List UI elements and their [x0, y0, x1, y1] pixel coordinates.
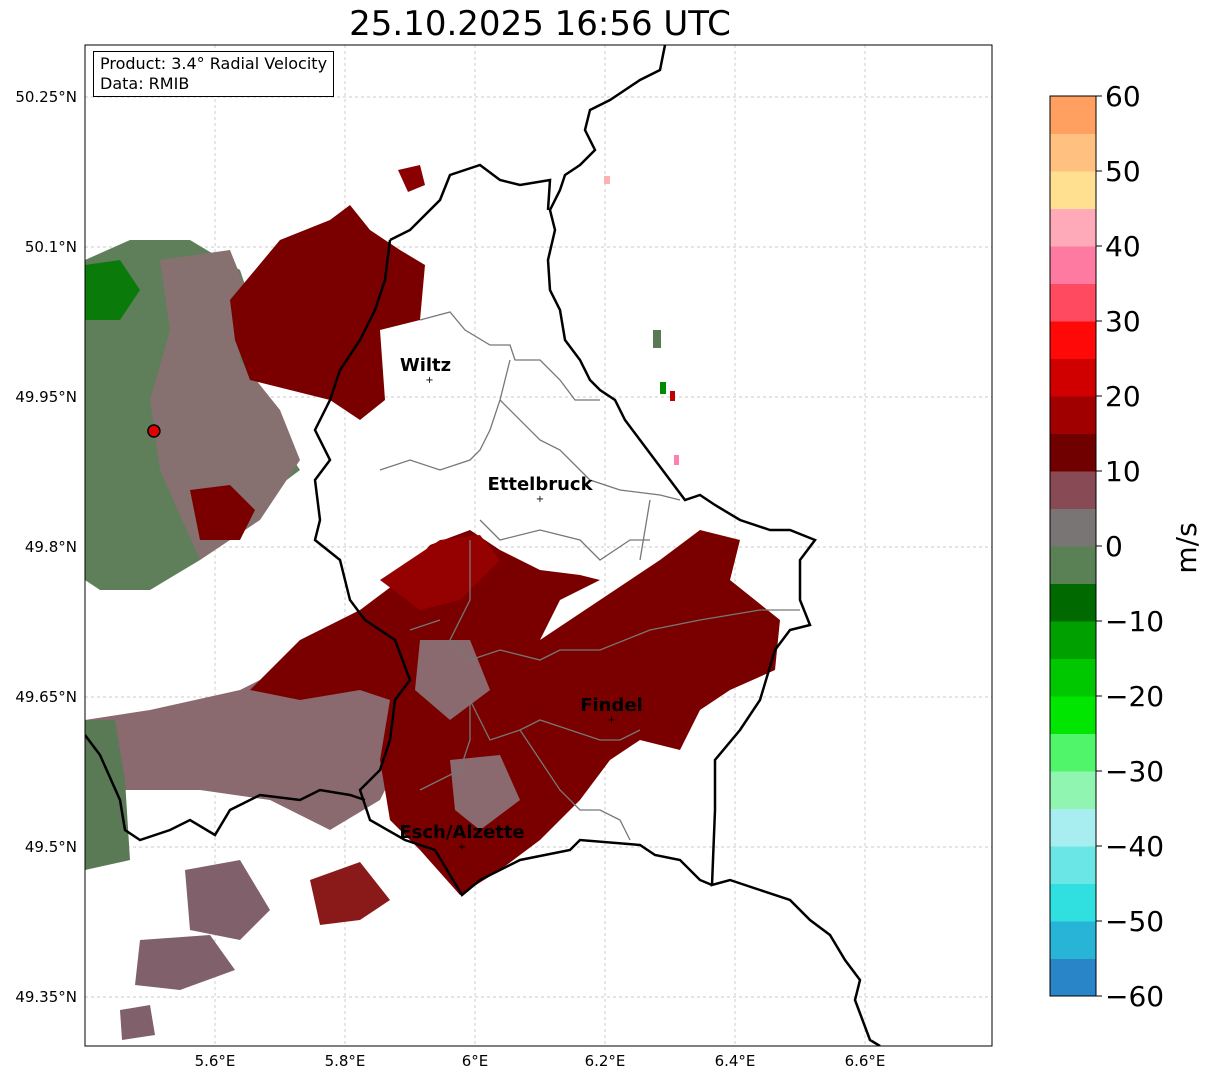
- colorbar-tick-label: −40: [1105, 830, 1164, 863]
- echo-area-green-dark: [85, 260, 140, 320]
- lat-tick-label: 49.5°N: [25, 838, 77, 856]
- colorbar-band: [1050, 921, 1096, 959]
- echo-area-red-sw: [310, 862, 390, 925]
- city-label: Esch/Alzette: [399, 822, 524, 843]
- colorbar-band: [1050, 508, 1096, 547]
- lat-tick-label: 50.1°N: [25, 238, 77, 256]
- colorbar-band: [1050, 321, 1096, 359]
- echo-area-red-main: [250, 530, 780, 895]
- city-marker: +: [607, 715, 615, 726]
- colorbar-band: [1050, 96, 1096, 134]
- city-labels: +Wiltz+Ettelbruck+Findel+Esch/Alzette: [399, 355, 642, 853]
- colorbar-tick-label: 30: [1105, 305, 1141, 338]
- lon-tick-label: 6°E: [462, 1052, 489, 1070]
- map-title: 25.10.2025 16:56 UTC: [349, 4, 731, 44]
- colorbar-band: [1050, 546, 1096, 584]
- city-label: Ettelbruck: [487, 474, 593, 495]
- lon-tick-label: 5.6°E: [195, 1052, 236, 1070]
- colorbar-band: [1050, 808, 1096, 847]
- lat-tick-label: 49.65°N: [15, 688, 77, 706]
- colorbar-band: [1050, 471, 1096, 509]
- city-label: Findel: [580, 695, 643, 716]
- colorbar-band: [1050, 621, 1096, 659]
- lon-tick-label: 6.4°E: [715, 1052, 756, 1070]
- colorbar-band: [1050, 396, 1096, 434]
- echo-speck-green2: [660, 382, 666, 394]
- colorbar-tick-label: 50: [1105, 155, 1141, 188]
- city-marker: +: [536, 494, 544, 505]
- colorbar-band: [1050, 208, 1096, 247]
- colorbar-tick-label: −30: [1105, 755, 1164, 788]
- colorbar-band: [1050, 246, 1096, 284]
- colorbar-tick-label: −10: [1105, 605, 1164, 638]
- colorbar-band: [1050, 433, 1096, 472]
- colorbar-band: [1050, 958, 1096, 997]
- colorbar-tick-label: −60: [1105, 980, 1164, 1013]
- colorbar-tick-label: 60: [1105, 80, 1141, 113]
- lon-tick-label: 6.2°E: [585, 1052, 626, 1070]
- echo-area-sw-blobs: [185, 860, 270, 940]
- echo-area-sw-blobs2: [135, 935, 235, 990]
- colorbar-band: [1050, 696, 1096, 734]
- lux-west-border: [313, 163, 713, 897]
- echo-area-grey: [150, 250, 300, 560]
- colorbar-tick-label: 0: [1105, 530, 1123, 563]
- lat-tick-label: 50.25°N: [15, 88, 77, 106]
- echo-speck-green: [653, 330, 661, 348]
- lat-tick-label: 49.35°N: [15, 988, 77, 1006]
- canton-borders: [379, 311, 800, 841]
- colorbar-band: [1050, 358, 1096, 397]
- lat-tick-label: 49.95°N: [15, 388, 77, 406]
- colorbar-tick-label: −20: [1105, 680, 1164, 713]
- echo-area-red-north: [230, 205, 425, 420]
- product-info-box: Product: 3.4° Radial Velocity Data: RMIB: [93, 51, 335, 97]
- lon-tick-label: 6.6°E: [845, 1052, 886, 1070]
- lat-tick-label: 49.8°N: [25, 538, 77, 556]
- colorbar-band: [1050, 771, 1096, 809]
- colorbar-tick-label: 20: [1105, 380, 1141, 413]
- lon-tick-label: 5.8°E: [325, 1052, 366, 1070]
- colorbar-band: [1050, 658, 1096, 697]
- echo-area-grey-inner2: [450, 755, 520, 830]
- echo-speck-red: [670, 391, 675, 401]
- colorbar-label: m/s: [1170, 522, 1203, 573]
- product-label: Product: 3.4° Radial Velocity: [100, 54, 328, 73]
- echo-area-red-small: [190, 485, 255, 540]
- colorbar-band: [1050, 846, 1096, 884]
- colorbar-band: [1050, 583, 1096, 622]
- france-belgium-border: [85, 734, 366, 842]
- echo-speck-pink2: [674, 455, 679, 465]
- city-label: Wiltz: [400, 355, 451, 376]
- echo-area-green-sw: [85, 720, 130, 870]
- city-marker: +: [425, 375, 433, 386]
- colorbar: 60 50 40 30 20 10 0 −10 −20 −30 −40 −50 −60: [1049, 80, 1164, 1013]
- plot-frame: [84, 44, 993, 1047]
- country-border: [546, 45, 881, 1046]
- colorbar-band: [1050, 283, 1096, 322]
- colorbar-tick-label: 40: [1105, 230, 1141, 263]
- colorbar-band: [1050, 171, 1096, 209]
- echo-area-red-speck: [398, 165, 425, 192]
- colorbar-tick-label: 10: [1105, 455, 1141, 488]
- echo-speck-pink: [604, 176, 610, 184]
- colorbar-band: [1050, 883, 1096, 922]
- colorbar-band: [1050, 133, 1096, 172]
- radar-echoes: [85, 45, 881, 1046]
- radar-site-marker: [147, 424, 161, 438]
- city-marker: +: [458, 842, 466, 853]
- axis-ticks: 5.6°E 5.8°E 6°E 6.2°E 6.4°E 6.6°E 50.25°N 50.1°…: [15, 88, 885, 1070]
- data-source-label: Data: RMIB: [100, 74, 190, 93]
- colorbar-tick-label: −50: [1105, 905, 1164, 938]
- colorbar-band: [1050, 733, 1096, 772]
- echo-area-sw-blobs3: [120, 1005, 155, 1040]
